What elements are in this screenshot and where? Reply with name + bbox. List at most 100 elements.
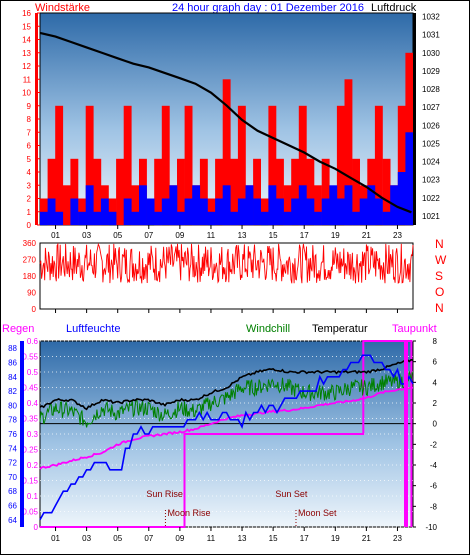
pressure-tick-label: 1026 [422, 121, 440, 130]
wind-gust-bar [237, 105, 246, 226]
wind-gust-bar [222, 79, 231, 226]
humidity-tick-label: 84 [8, 373, 17, 382]
wind-gust-bar [62, 185, 71, 226]
humidity-tick-label: 74 [8, 444, 17, 453]
page-title: 24 hour graph day : 01 Dezember 2016 [172, 2, 364, 14]
rain-tick-label: 0 [34, 523, 39, 532]
temp-tick-label: 4 [433, 378, 438, 387]
wind-speed-bar [230, 211, 239, 226]
wind-speed-bar [139, 185, 147, 226]
pressure-tick-label: 1023 [422, 176, 440, 185]
direction-compass-label: N [435, 237, 444, 251]
humidity-tick-label: 88 [8, 344, 17, 353]
temp-tick-label: -4 [430, 461, 438, 470]
weather-panel: 0 0.05 0.1 0.15 0.2 0.25 0.3 0.35 0.4 0.45 0.5 0.55… [8, 337, 437, 543]
humidity-tick-label: 78 [8, 416, 17, 425]
hour-tick-label: 07 [144, 231, 153, 240]
hour-tick-label: 01 [51, 534, 60, 543]
wind-tick-label: 0 [27, 221, 32, 230]
hour-tick-label: 13 [238, 534, 247, 543]
wind-tick-label: 16 [22, 9, 31, 18]
pressure-tick-label: 1025 [422, 139, 440, 148]
taupunkt-axis-strip [404, 341, 408, 527]
wind-pressure-panel: 0123456789101112131415161021102210231024… [22, 9, 440, 240]
humidity-tick-label: 64 [8, 516, 17, 525]
wind-speed-bar [78, 211, 86, 226]
hour-tick-label: 03 [82, 534, 91, 543]
wind-gust-bar [306, 158, 315, 226]
wind-gust-bar [374, 105, 383, 226]
astro-annotation: Moon Rise [167, 508, 210, 518]
temp-tick-label: -8 [430, 502, 438, 511]
pressure-tick-label: 1031 [422, 31, 440, 40]
wind-axis-strip [35, 13, 38, 225]
wind-gust-bar [382, 158, 391, 226]
wind-speed-bar [291, 198, 300, 225]
hour-tick-label: 23 [393, 231, 402, 240]
wind-gust-bar [260, 198, 269, 225]
wind-tick-label: 12 [22, 62, 31, 71]
wind-speed-bar [352, 211, 360, 226]
astro-annotation: Moon Set [298, 508, 337, 518]
wind-gust-bar [55, 105, 64, 226]
direction-tick-label: 0 [32, 305, 37, 314]
humidity-tick-label: 70 [8, 473, 17, 482]
legend-taupunkt: Taupunkt [392, 323, 437, 335]
legend-windchill: Windchill [246, 323, 290, 335]
wind-axis-title: Windstärke [35, 2, 90, 14]
temp-tick-label: 0 [433, 420, 438, 429]
direction-tick-label: 360 [23, 239, 37, 248]
wind-tick-label: 6 [27, 142, 32, 151]
rain-tick-label: 0.3 [27, 430, 39, 439]
temp-tick-label: -2 [430, 440, 438, 449]
wind-tick-label: 11 [23, 75, 32, 84]
direction-compass-label: N [435, 301, 444, 315]
wind-tick-label: 2 [27, 195, 32, 204]
temp-tick-label: -10 [425, 523, 437, 532]
hour-tick-label: 15 [269, 231, 278, 240]
astro-annotation: Sun Set [275, 489, 308, 499]
wind-speed-bar [199, 198, 208, 225]
wind-gust-bar [344, 79, 353, 226]
legend-luftfeuchte: Luftfeuchte [66, 323, 120, 335]
wind-speed-bar [374, 198, 383, 225]
astro-annotation: Sun Rise [146, 489, 183, 499]
direction-compass-label: O [435, 285, 444, 299]
pressure-tick-label: 1032 [422, 13, 440, 22]
pressure-tick-label: 1028 [422, 85, 440, 94]
wind-speed-bar [283, 211, 292, 226]
hour-tick-label: 15 [269, 534, 278, 543]
humidity-line [39, 354, 414, 521]
rain-tick-label: 0.35 [22, 415, 38, 424]
hour-tick-label: 19 [331, 534, 340, 543]
rain-tick-label: 0.45 [22, 384, 38, 393]
wind-gust-bar [215, 158, 223, 226]
wind-gust-bar [397, 105, 406, 226]
wind-speed-bar [154, 211, 163, 226]
humidity-tick-label: 82 [8, 387, 17, 396]
wind-tick-label: 9 [27, 102, 32, 111]
hour-tick-label: 13 [238, 231, 247, 240]
pressure-tick-label: 1029 [422, 67, 440, 76]
humidity-tick-label: 86 [8, 358, 17, 367]
wind-gust-bar [298, 105, 307, 226]
wind-gust-bar [93, 158, 102, 226]
wind-gust-bar [314, 185, 322, 226]
direction-tick-label: 90 [27, 289, 36, 298]
rain-tick-label: 0.25 [22, 446, 38, 455]
wind-speed-bar [177, 211, 185, 226]
wind-speed-bar [306, 198, 315, 225]
hour-tick-label: 21 [362, 534, 371, 543]
wind-speed-bar [85, 185, 94, 226]
wind-gust-bar [123, 105, 132, 226]
wind-gust-bar [253, 158, 261, 226]
wind-speed-bar [336, 198, 345, 225]
rain-tick-label: 0.2 [27, 461, 39, 470]
wind-gust-bar [276, 158, 284, 226]
wind-speed-bar [131, 211, 140, 226]
wind-speed-bar [359, 198, 368, 225]
wind-speed-bar [405, 132, 414, 226]
